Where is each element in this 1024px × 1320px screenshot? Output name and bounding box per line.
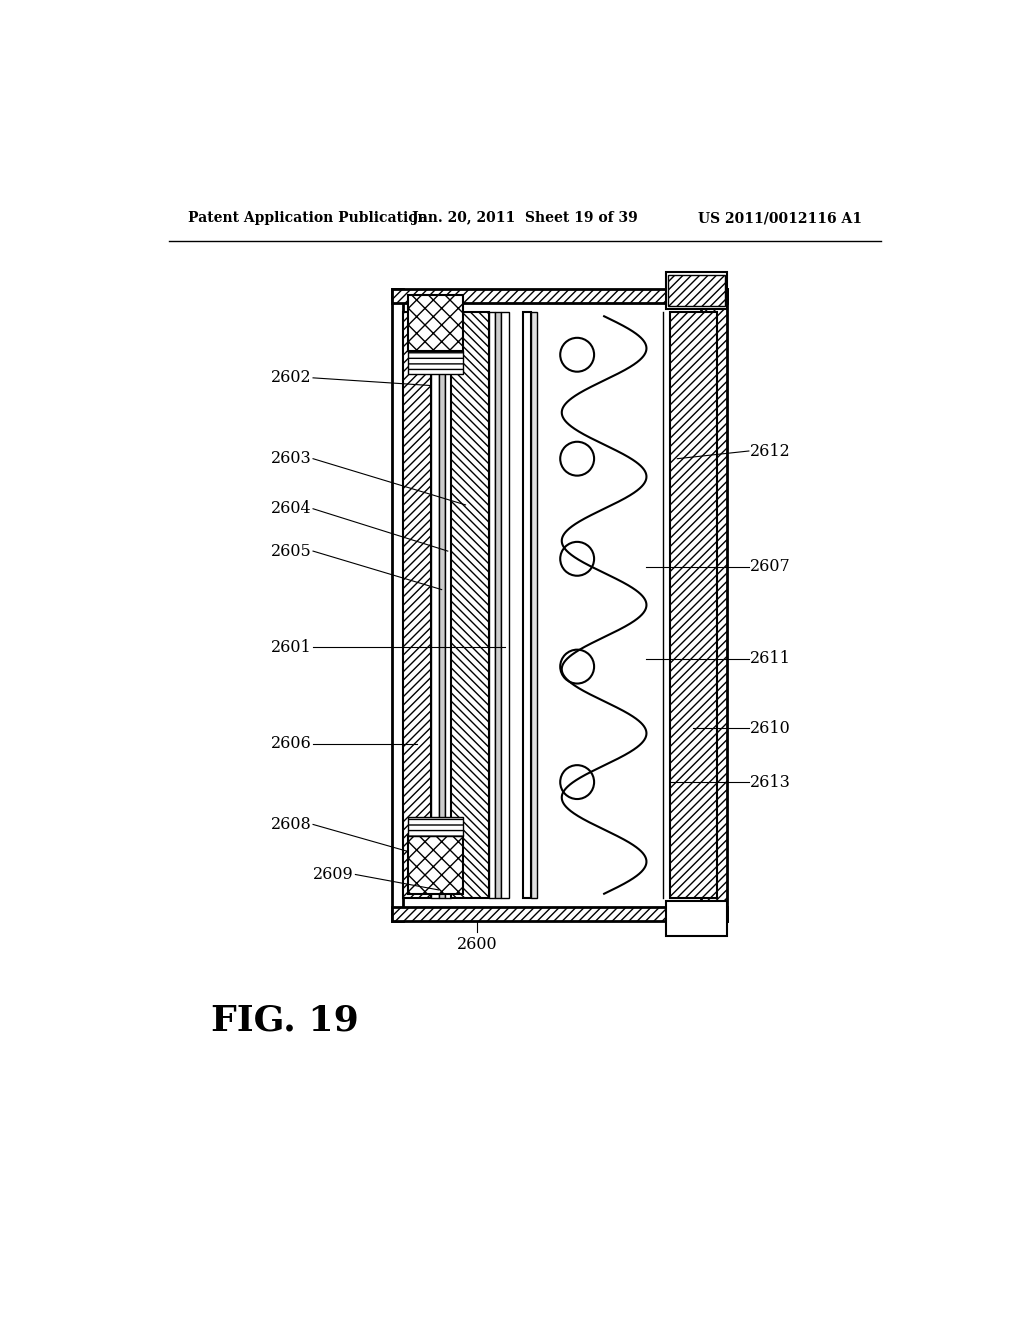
Bar	[451, 313, 488, 898]
Text: 2604: 2604	[271, 500, 311, 517]
Text: 2601: 2601	[270, 639, 311, 656]
Text: 2605: 2605	[270, 543, 311, 560]
Bar	[408, 296, 463, 351]
Text: 2609: 2609	[313, 866, 354, 883]
Bar	[444, 313, 451, 898]
Bar	[666, 902, 727, 936]
Text: 2607: 2607	[751, 558, 792, 576]
Text: 2613: 2613	[751, 774, 792, 791]
Bar	[431, 313, 438, 898]
Text: 2610: 2610	[751, 719, 792, 737]
Text: 2603: 2603	[270, 450, 311, 467]
Text: 2600: 2600	[457, 936, 498, 953]
Bar	[408, 351, 463, 374]
Text: 2606: 2606	[270, 735, 311, 752]
Bar	[666, 272, 727, 309]
Bar	[670, 313, 717, 898]
Bar	[488, 313, 495, 898]
Text: 2608: 2608	[270, 816, 311, 833]
Bar	[392, 907, 727, 921]
Bar	[701, 289, 727, 921]
Text: US 2011/0012116 A1: US 2011/0012116 A1	[698, 211, 862, 226]
Bar	[408, 836, 463, 894]
Bar	[392, 289, 727, 304]
Bar	[523, 313, 531, 898]
Text: 2611: 2611	[751, 651, 792, 668]
Bar	[438, 313, 444, 898]
Text: Jan. 20, 2011  Sheet 19 of 39: Jan. 20, 2011 Sheet 19 of 39	[412, 211, 638, 226]
Bar	[408, 817, 463, 836]
Text: 2612: 2612	[751, 442, 792, 459]
Bar	[403, 313, 431, 898]
Text: FIG. 19: FIG. 19	[211, 1003, 359, 1038]
Bar	[531, 313, 538, 898]
Text: 2602: 2602	[271, 370, 311, 387]
Text: Patent Application Publication: Patent Application Publication	[188, 211, 428, 226]
Bar	[495, 313, 501, 898]
Bar	[668, 275, 725, 306]
Bar	[392, 289, 403, 921]
Bar	[501, 313, 509, 898]
